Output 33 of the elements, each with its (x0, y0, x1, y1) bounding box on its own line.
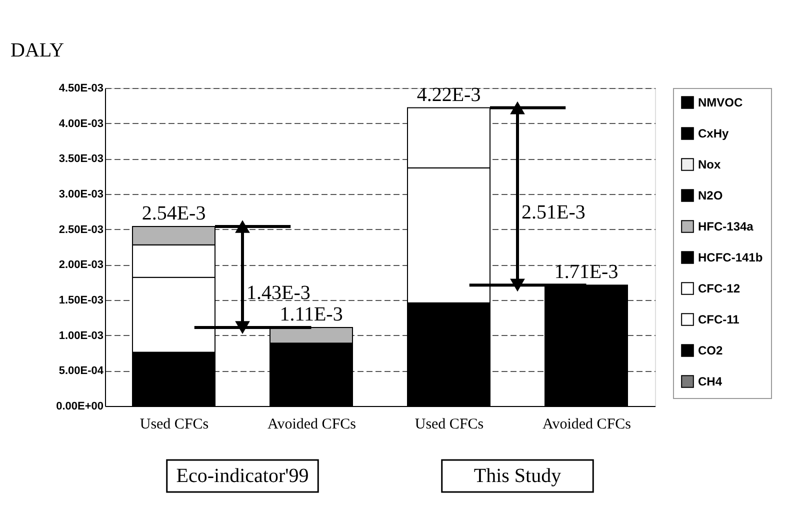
y-tick-label: 0.00E+00 (56, 400, 104, 412)
legend-label: HCFC-141b (698, 250, 763, 264)
y-tick-label: 2.00E-03 (58, 259, 104, 272)
x-tick-label: Used CFCs (414, 416, 484, 432)
total-label: 1.11E-3 (280, 304, 343, 326)
x-tick-label: Avoided CFCs (268, 416, 356, 432)
total-label: 4.22E-3 (416, 84, 481, 106)
legend-label: CFC-11 (698, 312, 740, 326)
total-label: 2.54E-3 (142, 202, 206, 225)
y-axis-title: DALY (10, 40, 64, 62)
legend-label: CH4 (698, 374, 722, 388)
y-tick-label: 3.50E-03 (58, 153, 104, 166)
legend-label: NMVOC (698, 96, 743, 110)
y-tick-label: 1.00E-03 (58, 330, 104, 342)
y-tick-label: 3.00E-03 (58, 188, 104, 200)
annotation: 1.43E-3 (246, 282, 310, 304)
x-tick-label: Avoided CFCs (542, 416, 632, 432)
legend-label: N2O (698, 188, 723, 202)
legend-label: CxHy (698, 126, 730, 140)
legend-label: CO2 (698, 344, 723, 358)
text: This Study (474, 465, 562, 487)
x-tick-label: Used CFCs (140, 416, 209, 432)
y-tick-label: 4.50E-03 (58, 82, 104, 94)
annotation: 2.51E-3 (522, 201, 586, 224)
y-tick-label: 1.50E-03 (58, 294, 104, 306)
legend-label: CFC-12 (698, 282, 740, 296)
y-tick-label: 5.00E-04 (58, 365, 104, 378)
y-tick-label: 4.00E-03 (58, 118, 104, 130)
legend-label: HFC-134a (698, 220, 754, 234)
total-label: 1.71E-3 (554, 261, 618, 284)
legend-label: Nox (698, 158, 721, 172)
text: Eco-indicator'99 (176, 465, 309, 487)
y-tick-label: 2.50E-03 (58, 224, 104, 236)
